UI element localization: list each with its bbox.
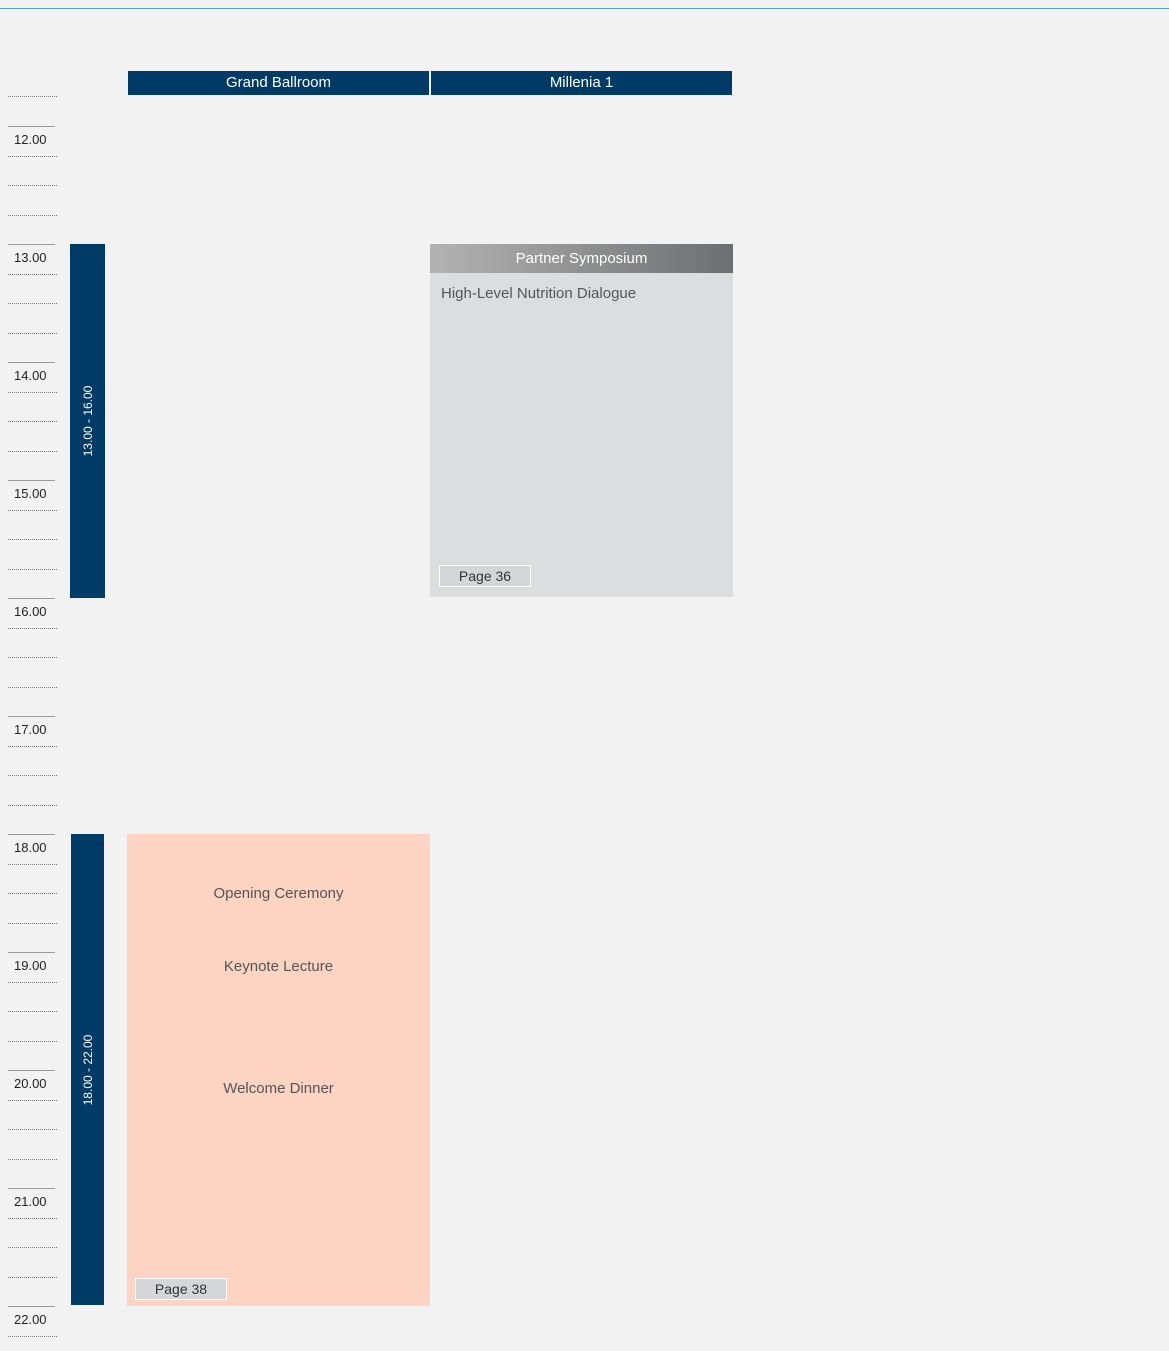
dotted-line — [8, 1041, 57, 1042]
time-bar-label: 18.00 - 22.00 — [80, 1034, 95, 1105]
time-label: 18.00 — [14, 840, 47, 855]
dotted-line — [8, 215, 57, 216]
dotted-line — [8, 864, 57, 865]
dotted-line — [8, 1129, 57, 1130]
session-header: Partner Symposium — [430, 244, 733, 273]
time-label: 21.00 — [14, 1194, 47, 1209]
hour-line — [8, 126, 55, 127]
dotted-line — [8, 156, 57, 157]
session-block: Opening Ceremony Keynote Lecture Welcome… — [127, 834, 430, 1306]
session-block: Partner Symposium High-Level Nutrition D… — [430, 244, 733, 597]
dotted-line — [8, 392, 57, 393]
session-item: Opening Ceremony — [213, 885, 344, 902]
dotted-line — [8, 775, 57, 776]
page-badge: Page 38 — [135, 1278, 227, 1300]
page-badge: Page 36 — [439, 565, 531, 587]
room-header: Grand Ballroom — [128, 71, 429, 95]
time-label: 20.00 — [14, 1076, 47, 1091]
dotted-line — [8, 1159, 57, 1160]
dotted-line — [8, 333, 57, 334]
time-label: 19.00 — [14, 958, 47, 973]
dotted-line — [8, 451, 57, 452]
dotted-line — [8, 687, 57, 688]
time-label: 16.00 — [14, 604, 47, 619]
time-bar: 18.00 - 22.00 — [71, 834, 104, 1305]
time-bar-label: 13.00 - 16.00 — [80, 385, 95, 457]
room-header: Millenia 1 — [431, 71, 732, 95]
hour-line — [8, 834, 55, 835]
dotted-line — [8, 746, 57, 747]
time-label: 14.00 — [14, 368, 47, 383]
hour-line — [8, 1306, 55, 1307]
hour-line — [8, 362, 55, 363]
dotted-line — [8, 421, 57, 422]
dotted-line — [8, 923, 57, 924]
dotted-line — [8, 805, 57, 806]
session-item: Keynote Lecture — [223, 958, 334, 975]
session-title: High-Level Nutrition Dialogue — [441, 285, 637, 302]
hour-line — [8, 952, 55, 953]
dotted-line — [8, 1100, 57, 1101]
dotted-line — [8, 569, 57, 570]
time-label: 15.00 — [14, 486, 47, 501]
hour-line — [8, 1070, 55, 1071]
dotted-line — [8, 539, 57, 540]
dotted-line — [8, 274, 57, 275]
hour-line — [8, 480, 55, 481]
dotted-line — [8, 510, 57, 511]
time-label: 17.00 — [14, 722, 47, 737]
dotted-line — [8, 657, 57, 658]
dotted-line — [8, 1336, 57, 1337]
hour-line — [8, 716, 55, 717]
time-label: 13.00 — [14, 250, 47, 265]
dotted-line — [8, 1218, 57, 1219]
hour-line — [8, 1188, 55, 1189]
top-rule — [0, 8, 1169, 9]
dotted-line — [8, 628, 57, 629]
time-bar: 13.00 - 16.00 — [70, 244, 105, 598]
hour-line — [8, 598, 55, 599]
hour-line — [8, 244, 55, 245]
dotted-line — [8, 1011, 57, 1012]
dotted-line — [8, 1277, 57, 1278]
dotted-line — [8, 893, 57, 894]
dotted-line — [8, 96, 57, 97]
time-label: 12.00 — [14, 132, 47, 147]
dotted-line — [8, 303, 57, 304]
session-item: Welcome Dinner — [223, 1080, 334, 1097]
dotted-line — [8, 982, 57, 983]
dotted-line — [8, 1247, 57, 1248]
time-label: 22.00 — [14, 1312, 47, 1327]
dotted-line — [8, 185, 57, 186]
